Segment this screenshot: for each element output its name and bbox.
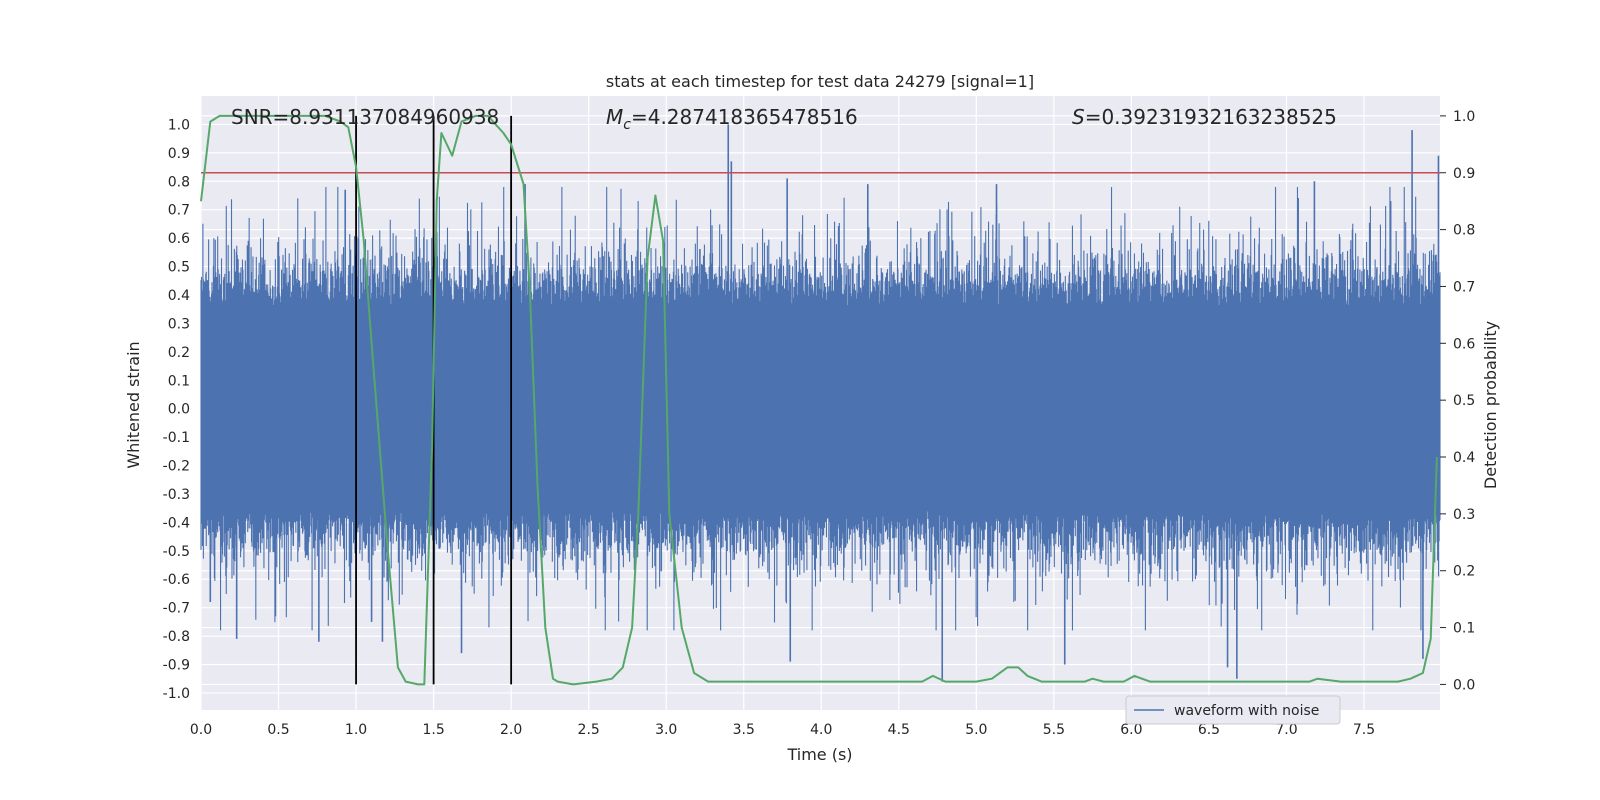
y-tick-left-0: -1.0 <box>163 686 190 702</box>
y-tick-right-3: 0.3 <box>1453 507 1475 523</box>
y-tick-left-4: -0.6 <box>163 572 190 588</box>
x-tick-5: 2.5 <box>578 722 600 738</box>
y-tick-left-3: -0.7 <box>163 601 190 617</box>
y-tick-right-2: 0.2 <box>1453 564 1475 580</box>
s-value: =0.39231932163238525 <box>1085 105 1337 129</box>
x-tick-15: 7.5 <box>1353 722 1375 738</box>
y-tick-left-9: -0.1 <box>163 430 190 446</box>
series-probability <box>200 114 1438 686</box>
x-tick-11: 5.5 <box>1043 722 1065 738</box>
s-symbol: S <box>1072 105 1085 129</box>
y-tick-left-2: -0.8 <box>163 629 190 645</box>
y-tick-left-15: 0.5 <box>168 260 190 276</box>
x-tick-7: 3.5 <box>733 722 755 738</box>
y-tick-left-8: -0.2 <box>163 459 190 475</box>
y-tick-right-10: 1.0 <box>1453 109 1475 125</box>
series-waveform <box>200 124 1441 682</box>
y-tick-right-9: 0.9 <box>1453 166 1475 182</box>
mc-symbol: M <box>606 105 623 129</box>
chart-title: stats at each timestep for test data 242… <box>606 72 1034 91</box>
x-tick-0: 0.0 <box>190 722 212 738</box>
y-tick-left-18: 0.8 <box>168 174 190 190</box>
y-tick-left-14: 0.4 <box>168 288 190 304</box>
mc-annotation: Mc=4.287418365478516 <box>606 105 858 133</box>
x-tick-10: 5.0 <box>965 722 987 738</box>
x-axis-label: Time (s) <box>786 745 852 764</box>
legend-box <box>1125 695 1341 725</box>
y-tick-left-17: 0.7 <box>168 203 190 219</box>
y-ticks-right: 0.0 0.1 0.2 0.3 0.4 0.5 0.6 0.7 0.8 0.9 1.0 <box>1440 109 1475 693</box>
mc-subscript: c <box>623 117 631 133</box>
y-axis-label-right: Detection probability <box>1481 321 1500 489</box>
y-tick-right-7: 0.7 <box>1453 279 1475 295</box>
x-tick-1: 0.5 <box>267 722 289 738</box>
y-tick-right-4: 0.4 <box>1453 450 1475 466</box>
y-tick-right-8: 0.8 <box>1453 223 1475 239</box>
probability-line <box>200 114 1438 686</box>
x-tick-8: 4.0 <box>810 722 832 738</box>
y-tick-left-11: 0.1 <box>168 373 190 389</box>
x-tick-3: 1.5 <box>422 722 444 738</box>
legend-label-waveform: waveform with noise <box>1174 703 1319 719</box>
waveform-core <box>201 312 1440 506</box>
y-tick-left-20: 1.0 <box>168 117 190 133</box>
y-tick-right-5: 0.5 <box>1453 393 1475 409</box>
x-tick-2: 1.0 <box>345 722 367 738</box>
y-tick-left-16: 0.6 <box>168 231 190 247</box>
y-ticks-left: -1.0 -0.9 -0.8 -0.7 -0.6 -0.5 -0.4 -0.3 -0.2 -0.1… <box>163 117 190 702</box>
legend: waveform with noise <box>1125 695 1341 725</box>
s-annotation: S=0.39231932163238525 <box>1072 105 1337 129</box>
y-tick-left-13: 0.3 <box>168 316 190 332</box>
mc-value: =4.287418365478516 <box>631 105 858 129</box>
x-tick-6: 3.0 <box>655 722 677 738</box>
y-tick-left-10: 0.0 <box>168 402 190 418</box>
y-tick-left-1: -0.9 <box>163 658 190 674</box>
snr-annotation: SNR=8.931137084960938 <box>231 105 499 129</box>
x-tick-12: 6.0 <box>1120 722 1142 738</box>
x-tick-4: 2.0 <box>500 722 522 738</box>
x-tick-9: 4.5 <box>888 722 910 738</box>
x-tick-13: 6.5 <box>1198 722 1220 738</box>
y-axis-label-left: Whitened strain <box>124 341 143 468</box>
y-tick-right-1: 0.1 <box>1453 621 1475 637</box>
y-tick-left-7: -0.3 <box>163 487 190 503</box>
x-ticks: 0.0 0.5 1.0 1.5 2.0 2.5 3.0 3.5 4.0 4.5 5.0 5.5 6.0 6… <box>190 722 1375 738</box>
x-tick-14: 7.0 <box>1275 722 1297 738</box>
y-tick-left-12: 0.2 <box>168 345 190 361</box>
y-tick-right-0: 0.0 <box>1453 677 1475 693</box>
y-tick-left-19: 0.9 <box>168 146 190 162</box>
y-tick-left-6: -0.4 <box>163 515 190 531</box>
y-tick-left-5: -0.5 <box>163 544 190 560</box>
y-tick-right-6: 0.6 <box>1453 336 1475 352</box>
